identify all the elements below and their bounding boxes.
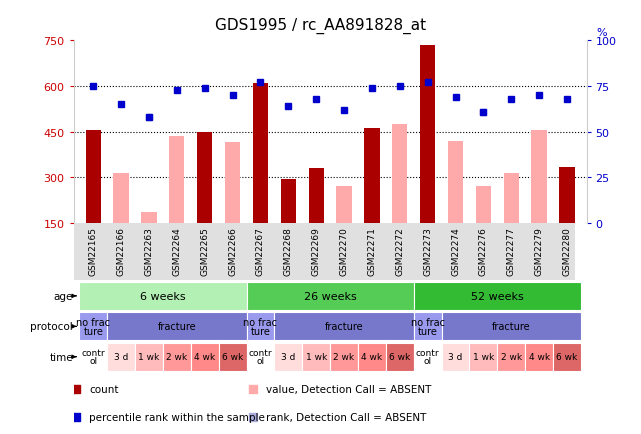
- Text: GSM22269: GSM22269: [312, 227, 320, 275]
- Bar: [197, 132, 212, 224]
- Text: GSM22280: GSM22280: [563, 227, 572, 275]
- Bar: [107, 312, 247, 341]
- Bar: [79, 312, 107, 341]
- Bar: [247, 343, 274, 371]
- Text: rank, Detection Call = ABSENT: rank, Detection Call = ABSENT: [266, 412, 426, 422]
- Bar: [337, 187, 352, 224]
- Bar: [169, 137, 185, 224]
- Bar: [141, 213, 156, 224]
- Text: 3 d: 3 d: [448, 352, 463, 362]
- Bar: [303, 343, 330, 371]
- Text: GSM22277: GSM22277: [507, 227, 516, 275]
- Bar: [253, 84, 268, 224]
- Bar: [504, 173, 519, 224]
- Bar: [442, 343, 469, 371]
- Text: GSM22165: GSM22165: [88, 227, 97, 275]
- Text: fracture: fracture: [492, 322, 531, 332]
- Bar: [308, 169, 324, 224]
- Bar: [531, 131, 547, 224]
- Bar: [281, 179, 296, 224]
- Text: GSM22264: GSM22264: [172, 227, 181, 275]
- Text: no frac
ture: no frac ture: [76, 317, 110, 336]
- Bar: [191, 343, 219, 371]
- Text: 4 wk: 4 wk: [529, 352, 550, 362]
- Bar: [413, 343, 442, 371]
- Bar: [107, 343, 135, 371]
- Text: 6 wk: 6 wk: [556, 352, 578, 362]
- Text: %: %: [597, 28, 608, 38]
- Bar: [163, 343, 191, 371]
- Text: GSM22267: GSM22267: [256, 227, 265, 275]
- Bar: [79, 343, 107, 371]
- Text: 4 wk: 4 wk: [194, 352, 215, 362]
- Bar: [274, 312, 413, 341]
- Text: GSM22273: GSM22273: [423, 227, 432, 275]
- Text: value, Detection Call = ABSENT: value, Detection Call = ABSENT: [266, 384, 431, 394]
- Bar: [392, 125, 408, 224]
- Text: 4 wk: 4 wk: [362, 352, 383, 362]
- Text: contr
ol: contr ol: [249, 349, 272, 365]
- Bar: [135, 343, 163, 371]
- Text: GSM22279: GSM22279: [535, 227, 544, 275]
- Bar: [364, 129, 379, 224]
- Text: 6 wk: 6 wk: [222, 352, 243, 362]
- Text: GSM22276: GSM22276: [479, 227, 488, 275]
- Text: 1 wk: 1 wk: [138, 352, 160, 362]
- Text: 1 wk: 1 wk: [306, 352, 327, 362]
- Text: 52 weeks: 52 weeks: [471, 291, 524, 301]
- Text: no frac
ture: no frac ture: [244, 317, 278, 336]
- Bar: [79, 282, 247, 310]
- Bar: [247, 282, 413, 310]
- Bar: [219, 343, 247, 371]
- Text: 3 d: 3 d: [114, 352, 128, 362]
- Text: time: time: [49, 352, 73, 362]
- Text: 26 weeks: 26 weeks: [304, 291, 356, 301]
- Bar: [497, 343, 525, 371]
- Bar: [442, 312, 581, 341]
- Text: GSM22268: GSM22268: [284, 227, 293, 275]
- Text: count: count: [89, 384, 119, 394]
- Text: 2 wk: 2 wk: [166, 352, 187, 362]
- Bar: [330, 343, 358, 371]
- Text: 6 weeks: 6 weeks: [140, 291, 186, 301]
- Text: GSM22266: GSM22266: [228, 227, 237, 275]
- Bar: [420, 46, 435, 224]
- Bar: [476, 187, 491, 224]
- Text: 1 wk: 1 wk: [473, 352, 494, 362]
- Bar: [85, 131, 101, 224]
- Text: 6 wk: 6 wk: [389, 352, 410, 362]
- Bar: [113, 173, 129, 224]
- Text: GSM22271: GSM22271: [367, 227, 376, 275]
- Text: fracture: fracture: [158, 322, 196, 332]
- Text: no frac
ture: no frac ture: [411, 317, 445, 336]
- Bar: [225, 143, 240, 224]
- Text: age: age: [54, 291, 73, 301]
- Bar: [274, 343, 303, 371]
- Text: GSM22265: GSM22265: [200, 227, 209, 275]
- Text: protocol: protocol: [30, 322, 73, 332]
- Bar: [553, 343, 581, 371]
- Text: 3 d: 3 d: [281, 352, 296, 362]
- Text: fracture: fracture: [325, 322, 363, 332]
- Text: GSM22263: GSM22263: [144, 227, 153, 275]
- Bar: [560, 167, 575, 224]
- Bar: [386, 343, 413, 371]
- Bar: [413, 312, 442, 341]
- Text: GSM22272: GSM22272: [395, 227, 404, 275]
- Bar: [358, 343, 386, 371]
- Bar: [413, 282, 581, 310]
- Text: GDS1995 / rc_AA891828_at: GDS1995 / rc_AA891828_at: [215, 17, 426, 33]
- Text: GSM22274: GSM22274: [451, 227, 460, 275]
- Text: contr
ol: contr ol: [416, 349, 440, 365]
- Text: percentile rank within the sample: percentile rank within the sample: [89, 412, 265, 422]
- Bar: [525, 343, 553, 371]
- Bar: [469, 343, 497, 371]
- Text: GSM22166: GSM22166: [117, 227, 126, 275]
- Text: contr
ol: contr ol: [81, 349, 105, 365]
- Text: 2 wk: 2 wk: [333, 352, 354, 362]
- Text: GSM22270: GSM22270: [340, 227, 349, 275]
- Bar: [448, 141, 463, 224]
- Text: 2 wk: 2 wk: [501, 352, 522, 362]
- Bar: [247, 312, 274, 341]
